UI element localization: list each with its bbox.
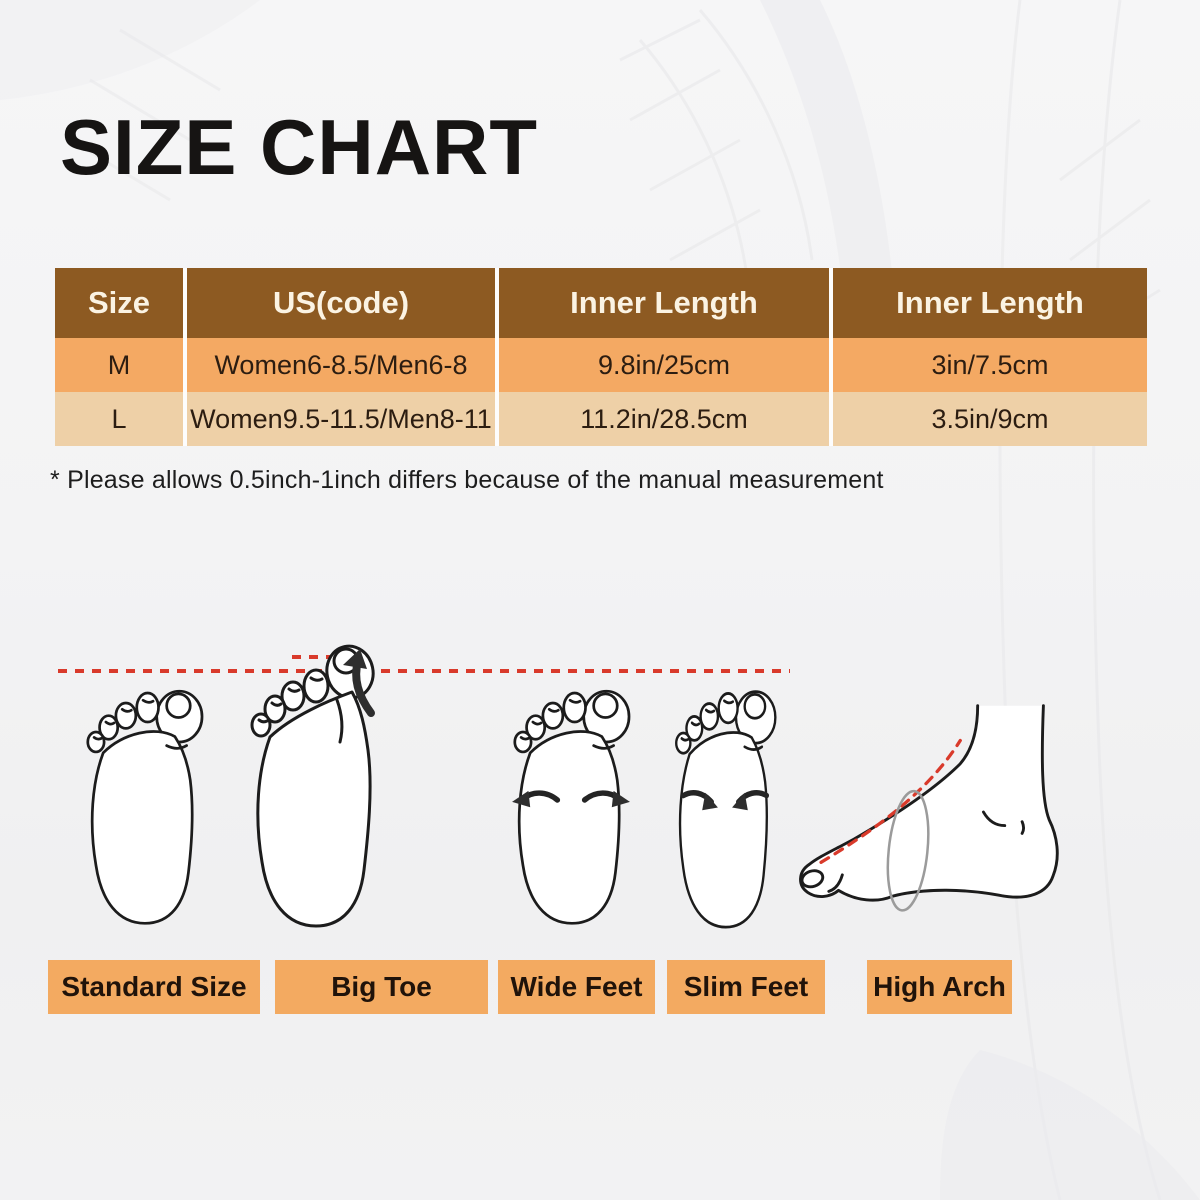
table-row-m-inner-length-1: 9.8in/25cm [499, 338, 829, 392]
table-row-l-inner-length-2: 3.5in/9cm [833, 392, 1147, 446]
table-row-l-us-code: Women9.5-11.5/Men8-11 [187, 392, 495, 446]
label-standard-size: Standard Size [48, 960, 260, 1014]
table-row-m-size: M [55, 338, 183, 392]
toe-alignment-dashline [58, 669, 790, 673]
table-row-m-inner-length-2: 3in/7.5cm [833, 338, 1147, 392]
label-wide-feet: Wide Feet [498, 960, 655, 1014]
bunion-direction-arrow-icon [341, 649, 381, 721]
slim-feet-foot-illustration [666, 664, 784, 940]
standard-size-foot-illustration [76, 664, 212, 936]
label-high-arch: High Arch [867, 960, 1012, 1014]
big-toe-foot-illustration [240, 640, 390, 940]
label-slim-feet: Slim Feet [667, 960, 825, 1014]
table-header-us-code: US(code) [187, 268, 495, 338]
measurement-note: * Please allows 0.5inch-1inch differs be… [50, 466, 884, 494]
size-table: Size US(code) Inner Length Inner Length … [55, 268, 1147, 446]
table-row-l-size: L [55, 392, 183, 446]
table-header-inner-length-1: Inner Length [499, 268, 829, 338]
table-row-m-us-code: Women6-8.5/Men6-8 [187, 338, 495, 392]
page-title: SIZE CHART [60, 103, 538, 191]
high-arch-foot-illustration [793, 698, 1085, 930]
bigtoe-dashline [292, 655, 350, 659]
table-row-l-inner-length-1: 11.2in/28.5cm [499, 392, 829, 446]
wide-feet-foot-illustration [503, 664, 639, 936]
label-big-toe: Big Toe [275, 960, 488, 1014]
table-header-size: Size [55, 268, 183, 338]
table-header-inner-length-2: Inner Length [833, 268, 1147, 338]
